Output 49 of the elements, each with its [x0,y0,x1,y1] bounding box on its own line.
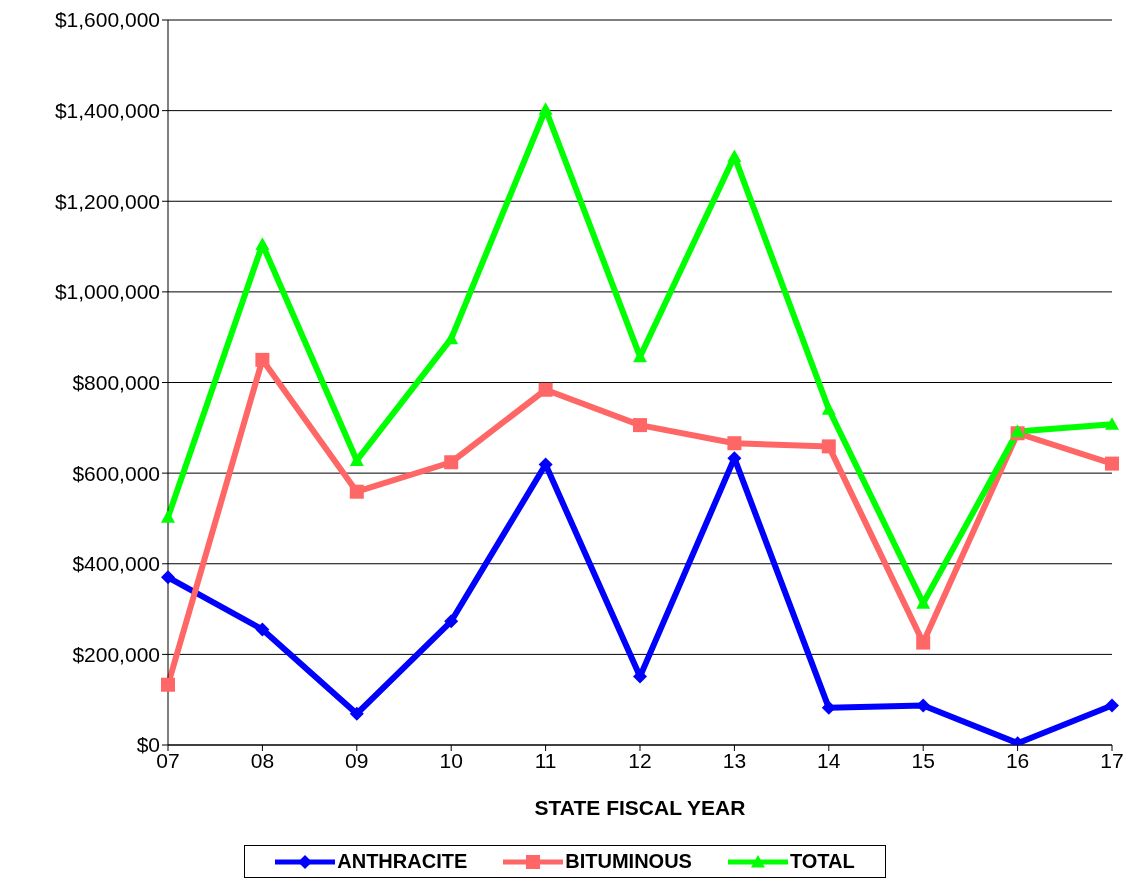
point [444,614,459,629]
point [255,352,270,367]
legend-label: ANTHRACITE [336,850,468,873]
x-axis-title: STATE FISCAL YEAR [534,796,746,819]
legend-label: BITUMINOUS [564,850,692,873]
x-tick-label: 12 [628,748,652,772]
point [1105,456,1119,471]
point [821,700,836,715]
y-tick-label: $800,000 [72,370,160,394]
y-tick-label: $1,600,000 [54,8,160,32]
x-tick-label: 14 [817,748,841,772]
legend-label: TOTAL [788,850,855,873]
point [161,570,175,585]
point [633,418,647,433]
point [255,237,270,250]
point [161,677,175,692]
point [255,622,270,637]
point [916,596,931,609]
x-tick-label: 13 [722,748,747,772]
x-tick-label: 10 [439,748,463,772]
x-tick-label: 09 [345,748,369,772]
point [727,436,742,451]
x-tick-label: 15 [911,748,935,772]
point [727,149,742,162]
point [821,439,836,454]
point [538,457,553,472]
y-tick-label: $1,000,000 [54,280,160,304]
y-tick-label: $200,000 [72,642,160,666]
point [349,706,364,721]
point [161,510,175,523]
point [349,453,364,467]
x-tick-label: 11 [534,748,557,772]
point [444,455,459,470]
y-tick-label: $400,000 [72,552,160,576]
point [538,102,553,115]
y-tick-label: $600,000 [72,461,160,485]
point [444,331,459,345]
y-tick-label: $1,200,000 [54,189,160,213]
x-tick-label: 17 [1100,748,1124,772]
y-tick-label: $1,400,000 [54,99,160,123]
point [1105,417,1119,430]
point [538,382,553,397]
point [916,635,931,650]
point [821,402,836,415]
x-tick-label: 16 [1005,748,1030,772]
x-tick-label: 08 [250,748,275,772]
point [349,484,364,499]
point [1105,698,1119,713]
point [916,698,931,713]
